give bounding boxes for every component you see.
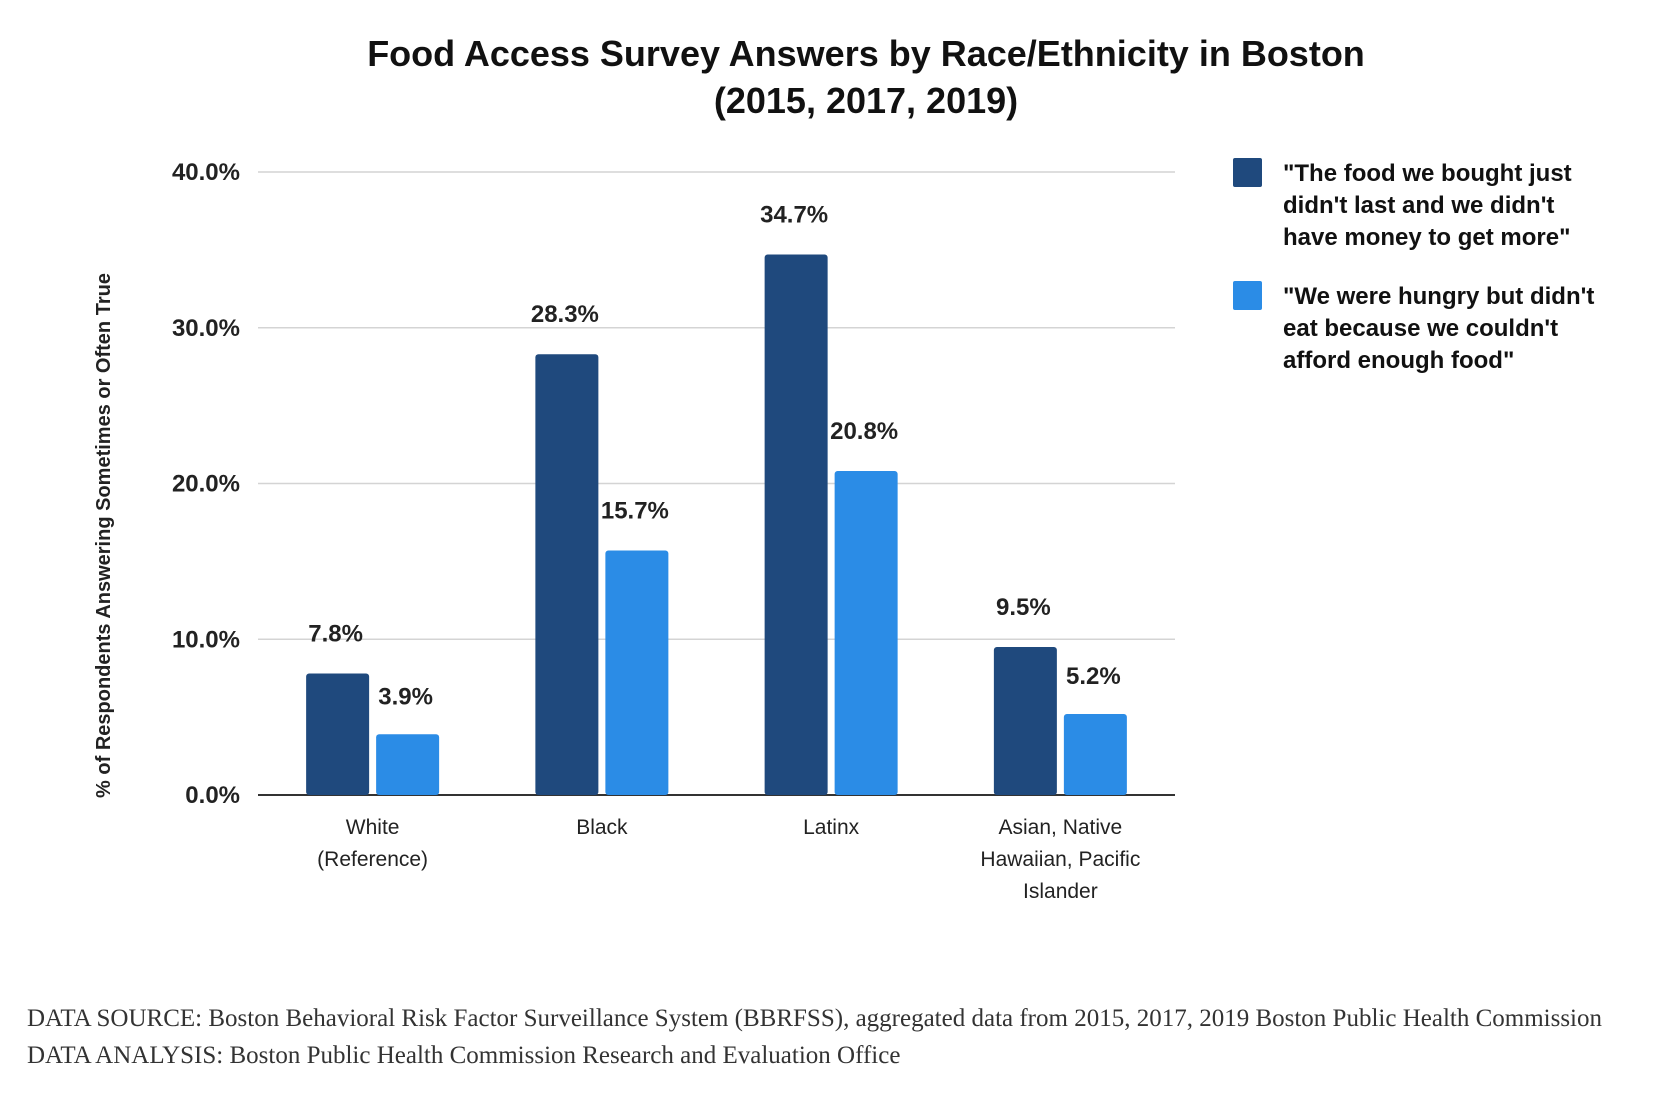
data-label: 20.8% bbox=[830, 418, 898, 445]
data-label: 28.3% bbox=[531, 301, 599, 328]
data-label: 15.7% bbox=[601, 497, 669, 524]
bar-series2-2 bbox=[605, 550, 669, 795]
data-label: 3.9% bbox=[378, 683, 433, 710]
y-tick-label: 20.0% bbox=[172, 471, 240, 498]
legend-swatch bbox=[1233, 158, 1262, 187]
legend-swatch bbox=[1233, 281, 1262, 310]
bar-series1-1 bbox=[306, 673, 370, 795]
bar-series1-4 bbox=[993, 647, 1057, 795]
chart-title: Food Access Survey Answers by Race/Ethni… bbox=[367, 33, 1365, 74]
bar-chart: Food Access Survey Answers by Race/Ethni… bbox=[93, 33, 1594, 903]
bar-series2-3 bbox=[834, 471, 898, 795]
legend-label: eat because we couldn't bbox=[1283, 315, 1558, 342]
x-tick-label: (Reference) bbox=[317, 848, 428, 871]
data-label: 34.7% bbox=[760, 202, 828, 229]
bar-series1-2 bbox=[535, 354, 599, 795]
x-tick-label: Islander bbox=[1023, 880, 1098, 903]
legend-label: "The food we bought just bbox=[1283, 160, 1572, 187]
y-tick-label: 30.0% bbox=[172, 315, 240, 342]
x-tick-label: White bbox=[346, 816, 400, 839]
chart-subtitle: (2015, 2017, 2019) bbox=[714, 80, 1018, 121]
legend-label: "We were hungry but didn't bbox=[1283, 283, 1594, 310]
x-tick-label: Black bbox=[576, 816, 628, 839]
data-label: 9.5% bbox=[996, 594, 1051, 621]
legend-label: have money to get more" bbox=[1283, 224, 1570, 251]
y-tick-label: 40.0% bbox=[172, 159, 240, 186]
chart-footer: DATA SOURCE: Boston Behavioral Risk Fact… bbox=[27, 1000, 1647, 1074]
data-analysis-note: DATA ANALYSIS: Boston Public Health Comm… bbox=[27, 1042, 901, 1069]
data-label: 7.8% bbox=[308, 621, 363, 648]
x-tick-label: Latinx bbox=[803, 816, 860, 839]
data-source-note: DATA SOURCE: Boston Behavioral Risk Fact… bbox=[27, 1005, 1602, 1032]
legend-label: didn't last and we didn't bbox=[1283, 192, 1554, 219]
bar-series2-4 bbox=[1063, 714, 1127, 795]
x-tick-label: Hawaiian, Pacific bbox=[980, 848, 1140, 871]
bar-series2-1 bbox=[376, 734, 440, 795]
y-tick-label: 10.0% bbox=[172, 626, 240, 653]
data-label: 5.2% bbox=[1066, 663, 1121, 690]
y-tick-label: 0.0% bbox=[185, 782, 240, 809]
y-axis-label: % of Respondents Answering Sometimes or … bbox=[93, 273, 115, 798]
bar-series1-3 bbox=[764, 254, 828, 796]
legend-label: afford enough food" bbox=[1283, 347, 1514, 374]
x-tick-label: Asian, Native bbox=[999, 816, 1123, 839]
